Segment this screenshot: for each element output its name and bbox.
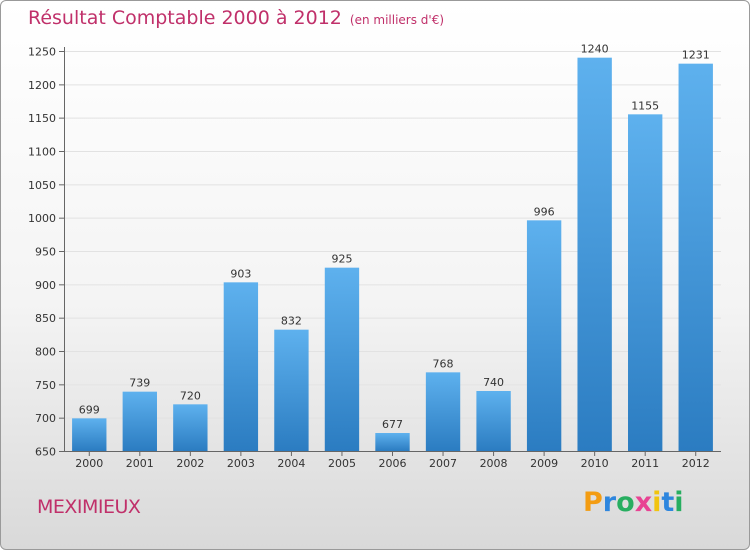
x-tick-label: 2001 xyxy=(126,457,154,470)
x-tick-label: 2010 xyxy=(581,457,609,470)
x-tick-label: 2000 xyxy=(75,457,103,470)
commune-name: MEXIMIEUX xyxy=(37,496,141,518)
data-label: 1155 xyxy=(631,99,659,112)
x-tick-label: 2005 xyxy=(328,457,356,470)
bar-2004 xyxy=(274,329,309,451)
x-tick-label: 2007 xyxy=(429,457,457,470)
x-tick-label: 2012 xyxy=(682,457,710,470)
data-label: 903 xyxy=(230,267,251,280)
y-tick-label: 650 xyxy=(35,446,56,459)
data-label: 699 xyxy=(79,403,100,416)
chart-title: Résultat Comptable 2000 à 2012 (en millie… xyxy=(28,7,444,29)
data-label: 1231 xyxy=(682,49,710,62)
data-label: 739 xyxy=(129,377,150,390)
logo-letter: P xyxy=(583,487,603,518)
data-label: 832 xyxy=(281,315,302,328)
y-tick-label: 900 xyxy=(35,279,56,292)
data-label: 768 xyxy=(433,357,454,370)
proxiti-logo: Proxiti xyxy=(583,487,684,518)
data-label: 925 xyxy=(331,253,352,266)
y-tick-label: 1250 xyxy=(28,46,56,59)
x-tick-label: 2004 xyxy=(277,457,305,470)
y-tick-label: 850 xyxy=(35,312,56,325)
y-tick-label: 1050 xyxy=(28,179,56,192)
logo-letter: x xyxy=(634,487,653,518)
logo-letter: r xyxy=(602,487,617,518)
data-label: 677 xyxy=(382,418,403,431)
chart-unit-note: (en milliers d'€) xyxy=(349,13,445,27)
bar-2005 xyxy=(324,267,360,451)
bar-2001 xyxy=(122,391,157,451)
bar-2011 xyxy=(628,114,663,451)
axes: 650 700 750 800 850 900 950 1000 1050 1100 1150 120… xyxy=(28,46,721,470)
logo-letter: t xyxy=(661,487,675,518)
x-tick-label: 2006 xyxy=(379,457,407,470)
bar-2000 xyxy=(72,418,107,451)
bar-2003 xyxy=(223,282,259,451)
y-tick-label: 700 xyxy=(35,412,56,425)
bar-2012 xyxy=(678,63,713,452)
logo-letter: i xyxy=(674,487,684,518)
x-tick-label: 2002 xyxy=(176,457,204,470)
data-label: 1240 xyxy=(581,43,609,56)
logo-letter: i xyxy=(652,487,662,518)
y-tick-label: 750 xyxy=(35,379,56,392)
logo-letter: o xyxy=(616,487,635,518)
y-tick-label: 800 xyxy=(35,346,56,359)
data-label: 740 xyxy=(483,376,504,389)
bar-2002 xyxy=(173,404,208,451)
bar-2007 xyxy=(425,372,461,451)
bar-2008 xyxy=(476,391,511,451)
y-tick-label: 1000 xyxy=(28,212,56,225)
data-label: 996 xyxy=(534,205,555,218)
chart-title-text: Résultat Comptable 2000 à 2012 xyxy=(28,7,342,29)
y-tick-label: 950 xyxy=(35,246,56,259)
grid-lines xyxy=(64,51,721,452)
y-tick-label: 1200 xyxy=(28,79,56,92)
y-tick-label: 1150 xyxy=(28,112,56,125)
bar-2009 xyxy=(526,220,562,451)
bar-2006 xyxy=(375,433,410,451)
bar-2010 xyxy=(577,57,612,452)
bars: 699 739 720 903 832 925 677 768 740 996 1240 1155 12… xyxy=(72,43,713,452)
x-tick-label: 2008 xyxy=(480,457,508,470)
x-tick-label: 2011 xyxy=(631,457,659,470)
x-tick-label: 2003 xyxy=(227,457,255,470)
data-label: 720 xyxy=(180,389,201,402)
x-tick-label: 2009 xyxy=(530,457,558,470)
y-tick-label: 1100 xyxy=(28,146,56,159)
